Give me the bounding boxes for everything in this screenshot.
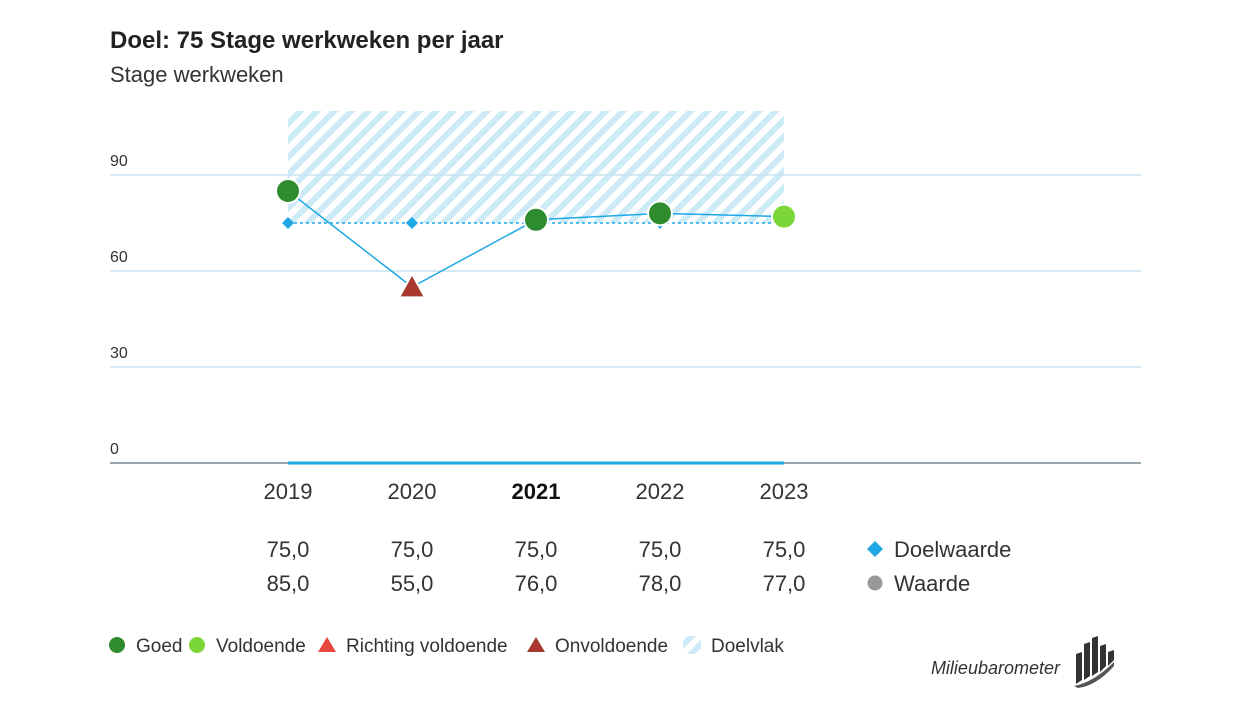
x-tick-label: 2019 [264,479,313,504]
x-tick-label: 2021 [512,479,561,504]
hatch-icon [683,636,701,654]
y-axis-label: Stage werkweken [110,62,284,87]
table-row-label: Doelwaarde [894,537,1011,562]
y-tick-label: 30 [110,345,128,362]
table-cell: 78,0 [639,571,682,596]
table-cell: 75,0 [639,537,682,562]
target-band [288,111,784,223]
diamond-icon [867,541,883,557]
circle-icon [867,575,883,591]
value-marker [523,206,549,233]
table-cell: 76,0 [515,571,558,596]
table-cell: 55,0 [391,571,434,596]
value-marker [647,200,673,227]
circle-icon [109,637,125,653]
target-marker [282,217,294,229]
table-cell: 75,0 [391,537,434,562]
triangle-icon [318,637,336,652]
table-cell: 85,0 [267,571,310,596]
legend-label: Goed [136,636,182,657]
x-tick-label: 2020 [388,479,437,504]
circle-icon [189,637,205,653]
legend-label: Onvoldoende [555,636,668,657]
target-marker [406,217,418,229]
y-tick-label: 0 [110,441,119,458]
value-marker [397,271,427,299]
brand-logo: Milieubarometer [931,636,1114,688]
triangle-icon [527,637,545,652]
x-tick-label: 2023 [760,479,809,504]
legend-label: Voldoende [216,636,306,657]
legend-label: Richting voldoende [346,636,508,657]
table-cell: 75,0 [515,537,558,562]
table-row-label: Waarde [894,571,970,596]
table-cell: 75,0 [267,537,310,562]
y-tick-label: 60 [110,249,128,266]
value-marker [275,178,301,204]
legend-label: Doelvlak [711,636,784,657]
milieubarometer-logo-icon [1074,636,1114,688]
y-tick-label: 90 [110,153,128,170]
brand-name: Milieubarometer [931,658,1061,678]
table-cell: 75,0 [763,537,806,562]
x-tick-label: 2022 [636,479,685,504]
value-marker [771,203,797,230]
table-cell: 77,0 [763,571,806,596]
chart-title: Doel: 75 Stage werkweken per jaar [110,27,504,54]
